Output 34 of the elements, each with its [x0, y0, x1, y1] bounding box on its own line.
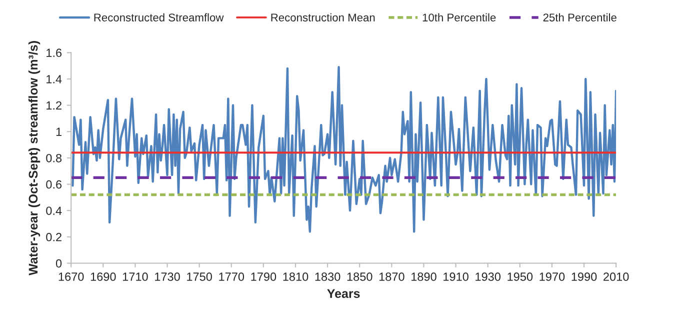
y-tick-label: 0.4: [46, 206, 62, 215]
legend-label: Reconstruction Mean: [271, 13, 375, 22]
line-series: [72, 66, 616, 233]
y-tick-label: 1.6: [46, 48, 62, 58]
x-tick-label: 1890: [411, 272, 436, 281]
legend-label: 25th Percentile: [543, 13, 616, 22]
y-tick-label: 1.2: [46, 101, 62, 110]
y-tick-label: 1: [56, 128, 62, 136]
x-tick-label: 1810: [283, 272, 308, 281]
legend-label: Reconstructed Streamflow: [94, 13, 224, 22]
legend-label: 10th Percentile: [422, 13, 496, 22]
x-tick-label: 1950: [508, 272, 533, 281]
y-tick-label: 0.8: [46, 154, 62, 162]
y-tick-label: 0.2: [46, 232, 62, 242]
x-tick-label: 1970: [540, 272, 565, 281]
x-tick-label: 1930: [476, 272, 501, 281]
x-tick-label: 1830: [315, 272, 340, 281]
x-tick-label: 2010: [604, 272, 629, 281]
y-tick-label: 1.4: [46, 75, 62, 84]
x-tick-label: 1670: [58, 272, 84, 281]
x-tick-label: 1850: [347, 272, 372, 281]
x-tick-label: 1730: [155, 272, 180, 281]
y-tick-label: 0: [56, 259, 62, 268]
x-tick-label: 1790: [251, 272, 276, 281]
x-tick-label: 1710: [122, 272, 148, 281]
y-tick-label: 0.6: [46, 180, 62, 189]
x-axis-title: Years: [327, 289, 360, 298]
x-tick-label: 1690: [90, 272, 116, 281]
x-tick-label: 1990: [572, 272, 597, 281]
x-tick-label: 1770: [219, 272, 244, 281]
y-axis-title: Water-year (Oct-Sept) streamflow (m³/s): [28, 41, 40, 276]
x-tick-label: 1870: [379, 272, 404, 281]
x-tick-label: 1750: [187, 272, 212, 281]
x-tick-label: 1910: [444, 272, 468, 281]
